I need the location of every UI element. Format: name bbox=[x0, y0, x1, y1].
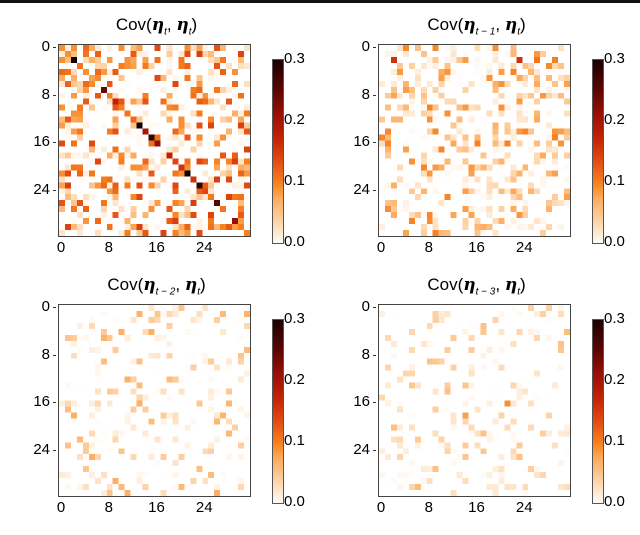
x-tick-label: 0 bbox=[376, 499, 386, 516]
colorbar-tick-label: 0.1 bbox=[604, 172, 625, 189]
x-tick-label: 24 bbox=[515, 499, 533, 516]
y-tick-label: 0 bbox=[342, 38, 376, 55]
x-tick-label: 16 bbox=[468, 239, 485, 256]
colorbar-tick-label: 0.2 bbox=[604, 111, 625, 128]
y-tick-label: 0 bbox=[22, 38, 56, 55]
heatmap-plot bbox=[378, 44, 571, 237]
x-tick-label: 24 bbox=[515, 239, 533, 256]
y-tick-label: 24 bbox=[342, 441, 376, 458]
colorbar-tick-label: 0.1 bbox=[284, 172, 305, 189]
heatmap-plot bbox=[378, 304, 571, 497]
x-tick-label: 24 bbox=[195, 239, 213, 256]
colorbar bbox=[272, 59, 284, 244]
x-tick-label: 8 bbox=[104, 239, 113, 256]
x-tick-label: 0 bbox=[56, 499, 66, 516]
colorbar-tick-label: 0.0 bbox=[284, 493, 305, 510]
colorbar-tick-label: 0.2 bbox=[604, 371, 625, 388]
y-tick-label: 8 bbox=[342, 86, 376, 103]
y-tick-label: 16 bbox=[342, 393, 376, 410]
heatmap-plot bbox=[58, 304, 251, 497]
x-tick-label: 8 bbox=[424, 239, 433, 256]
panel-cov-t1-t: Cov(ηt − 1, ηt) 0 8 16 24 0 8 16 24 0.3 0.2 0.1 0.0 bbox=[320, 15, 640, 275]
chart-title: Cov(ηt − 3, ηt) bbox=[427, 275, 526, 298]
colorbar-tick-label: 0.1 bbox=[284, 432, 305, 449]
y-tick-label: 24 bbox=[22, 181, 56, 198]
panel-cov-t2-t: Cov(ηt − 2, ηt) 0 8 16 24 0 8 16 24 0.3 0.2 0.1 0.0 bbox=[0, 275, 320, 535]
x-tick-label: 8 bbox=[424, 499, 433, 516]
colorbar-tick-label: 0.2 bbox=[284, 371, 305, 388]
y-tick-label: 24 bbox=[22, 441, 56, 458]
colorbar-tick-label: 0.1 bbox=[604, 432, 625, 449]
heatmap-cells bbox=[59, 45, 250, 236]
y-tick-label: 8 bbox=[22, 346, 56, 363]
colorbar bbox=[592, 319, 604, 504]
heatmap-plot bbox=[58, 44, 251, 237]
colorbar-tick-label: 0.3 bbox=[284, 50, 305, 67]
y-tick-label: 8 bbox=[22, 86, 56, 103]
y-tick-label: 8 bbox=[342, 346, 376, 363]
x-tick-label: 8 bbox=[104, 499, 113, 516]
heatmap-cells bbox=[379, 45, 570, 236]
y-tick-label: 24 bbox=[342, 181, 376, 198]
chart-title: Cov(ηt − 2, ηt) bbox=[107, 275, 206, 298]
y-tick-label: 16 bbox=[342, 133, 376, 150]
x-tick-label: 16 bbox=[468, 499, 485, 516]
panel-cov-t3-t: Cov(ηt − 3, ηt) 0 8 16 24 0 8 16 24 0.3 0.2 0.1 0.0 bbox=[320, 275, 640, 535]
x-tick-label: 0 bbox=[56, 239, 66, 256]
heatmap-cells bbox=[379, 305, 570, 496]
colorbar-tick-label: 0.0 bbox=[604, 233, 625, 250]
x-tick-label: 0 bbox=[376, 239, 386, 256]
x-tick-label: 16 bbox=[148, 499, 165, 516]
heatmap-cells bbox=[59, 305, 250, 496]
y-tick-label: 16 bbox=[22, 393, 56, 410]
colorbar-tick-label: 0.0 bbox=[604, 493, 625, 510]
chart-title: Cov(ηt, ηt) bbox=[115, 15, 198, 38]
colorbar bbox=[592, 59, 604, 244]
y-tick-label: 16 bbox=[22, 133, 56, 150]
colorbar-tick-label: 0.0 bbox=[284, 233, 305, 250]
top-border bbox=[0, 0, 640, 3]
colorbar-tick-label: 0.3 bbox=[604, 310, 625, 327]
colorbar-tick-label: 0.3 bbox=[284, 310, 305, 327]
x-tick-label: 24 bbox=[195, 499, 213, 516]
colorbar-tick-label: 0.3 bbox=[604, 50, 625, 67]
chart-title: Cov(ηt − 1, ηt) bbox=[427, 15, 526, 38]
y-tick-label: 0 bbox=[342, 298, 376, 315]
colorbar bbox=[272, 319, 284, 504]
x-tick-label: 16 bbox=[148, 239, 165, 256]
y-tick-label: 0 bbox=[22, 298, 56, 315]
panel-cov-t-t: Cov(ηt, ηt) 0 8 16 24 0 8 16 24 0.3 0.2 0.1 0.0 bbox=[0, 15, 320, 275]
colorbar-tick-label: 0.2 bbox=[284, 111, 305, 128]
